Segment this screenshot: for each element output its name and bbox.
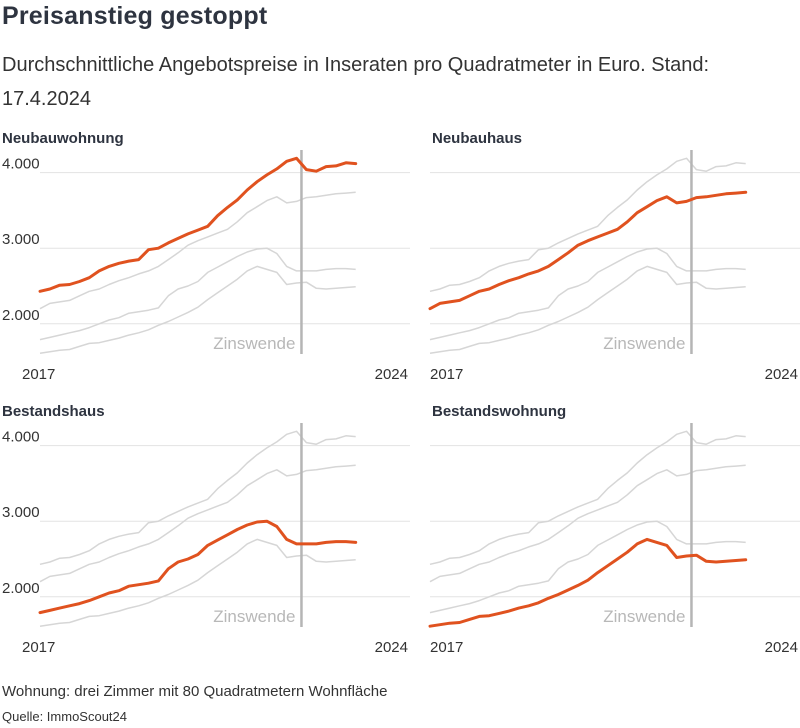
x-tick-label-end: 2024 xyxy=(375,366,408,383)
x-tick-label-start: 2017 xyxy=(430,639,463,656)
x-tick-label-start: 2017 xyxy=(430,366,463,383)
chart-panel-bestandswohnung: Zinswende 2017 2024 xyxy=(428,423,800,656)
x-tick-label-end: 2024 xyxy=(375,639,408,656)
highlight-line-bestandswohnung xyxy=(428,537,748,628)
y-tick-label: 3.000 xyxy=(2,231,40,248)
chart-panel-bestandshaus: 2.000 3.000 4.000 Zinswende 2017 2024 xyxy=(2,423,410,656)
y-tick-label: 2.000 xyxy=(2,307,40,324)
context-line-neubauhaus xyxy=(429,464,746,583)
panel-title-neubauwohnung: Neubauwohnung xyxy=(2,130,124,147)
zinswende-label: Zinswende xyxy=(213,334,295,353)
chart-title: Preisanstieg gestoppt xyxy=(2,2,268,30)
zinswende-label: Zinswende xyxy=(603,607,685,626)
y-tick-label: 3.000 xyxy=(2,504,40,521)
y-tick-label: 4.000 xyxy=(2,156,40,173)
footnote: Wohnung: drei Zimmer mit 80 Quadratmeter… xyxy=(2,683,388,700)
zinswende-label: Zinswende xyxy=(213,607,295,626)
context-line-bestandshaus xyxy=(39,247,356,341)
panel-title-neubauhaus: Neubauhaus xyxy=(432,130,523,147)
context-line-neubauwohnung xyxy=(429,157,746,293)
highlight-line-neubauwohnung xyxy=(38,156,358,293)
context-line-neubauhaus xyxy=(39,191,356,310)
y-tick-label: 2.000 xyxy=(2,580,40,597)
chart-panel-neubauhaus: Zinswende 2017 2024 xyxy=(428,150,800,383)
x-tick-label-end: 2024 xyxy=(765,366,798,383)
context-line-bestandswohnung xyxy=(429,265,746,354)
context-line-neubauhaus xyxy=(39,464,356,583)
highlight-line-bestandshaus xyxy=(38,519,358,615)
x-tick-label-start: 2017 xyxy=(22,366,55,383)
chart-subtitle: Durchschnittliche Angebotspreise in Inse… xyxy=(2,54,710,110)
chart-panel-neubauwohnung: 2.000 3.000 4.000 Zinswende 2017 2024 xyxy=(2,150,410,383)
panel-title-bestandshaus: Bestandshaus xyxy=(2,403,105,420)
context-line-bestandshaus xyxy=(429,520,746,614)
context-line-bestandswohnung xyxy=(39,265,356,354)
highlight-line-neubauhaus xyxy=(428,190,748,311)
panel-title-bestandswohnung: Bestandswohnung xyxy=(432,403,567,420)
y-tick-label: 4.000 xyxy=(2,429,40,446)
context-line-bestandshaus xyxy=(429,247,746,341)
x-tick-label-end: 2024 xyxy=(765,639,798,656)
x-tick-label-start: 2017 xyxy=(22,639,55,656)
zinswende-label: Zinswende xyxy=(603,334,685,353)
source-note: Quelle: ImmoScout24 xyxy=(2,709,128,724)
context-line-bestandswohnung xyxy=(39,538,356,627)
context-line-neubauwohnung xyxy=(429,430,746,566)
context-line-neubauwohnung xyxy=(39,430,356,566)
